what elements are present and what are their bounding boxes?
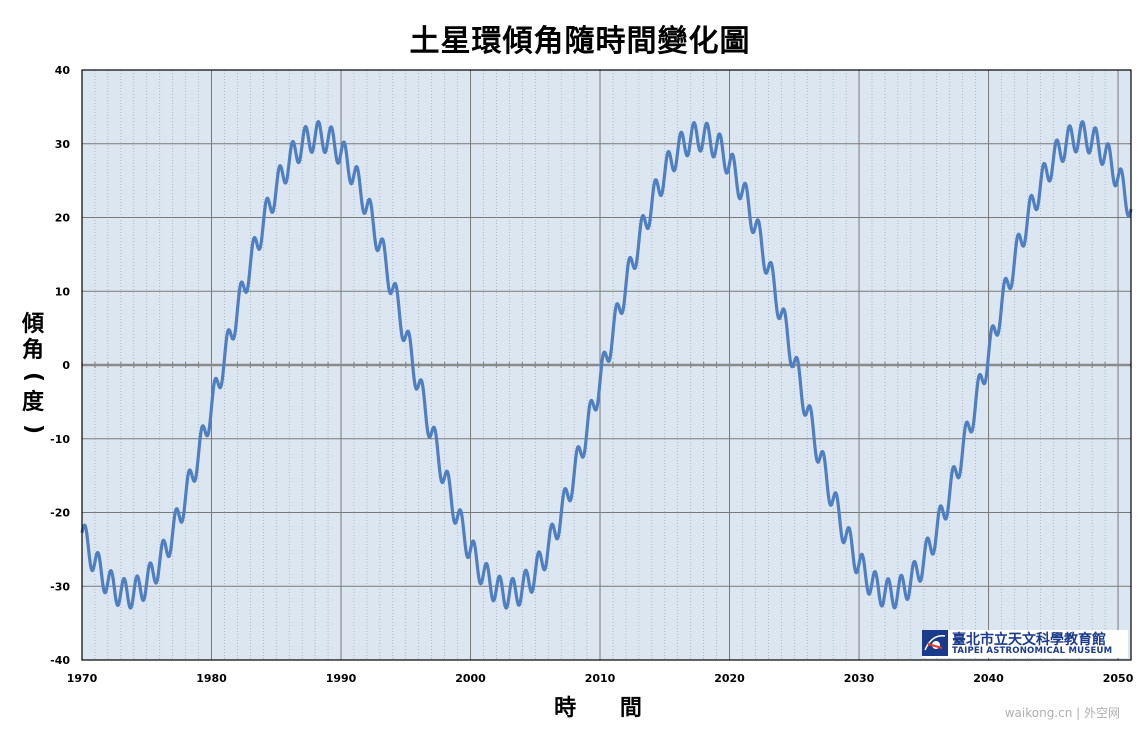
museum-emblem-icon <box>922 630 948 656</box>
y-tick-label: 10 <box>55 285 71 298</box>
x-tick-label: 2000 <box>455 672 486 685</box>
y-axis-label-char: 傾 <box>21 312 44 337</box>
y-tick-label: 30 <box>55 138 71 151</box>
x-tick-label: 1980 <box>196 672 227 685</box>
y-axis-label: 傾角(度) <box>18 312 48 442</box>
y-tick-label: -30 <box>50 580 70 593</box>
x-tick-label: 2050 <box>1103 672 1134 685</box>
y-axis-label-char: 角 <box>21 338 44 363</box>
y-tick-label: 40 <box>55 64 71 77</box>
x-tick-label: 2010 <box>585 672 616 685</box>
watermark: waikong.cn | 外空网 <box>1004 706 1120 720</box>
plot-border <box>81 69 1132 661</box>
x-tick-label: 1970 <box>67 672 98 685</box>
logo-name-zh: 臺北市立天文科學教育館 <box>952 632 1106 648</box>
series-line <box>80 120 1133 610</box>
y-tick-label: 20 <box>55 212 71 225</box>
x-tick-label: 2030 <box>844 672 875 685</box>
y-tick-label: -10 <box>50 433 70 446</box>
logo-name-en: TAIPEI ASTRONOMICAL MUSEUM <box>952 646 1113 656</box>
y-tick-label: -40 <box>50 654 70 667</box>
x-tick-label: 2020 <box>714 672 745 685</box>
y-axis-label-char: 度 <box>21 390 44 415</box>
x-axis-label: 時 間 <box>554 696 660 721</box>
x-tick-label: 1990 <box>326 672 357 685</box>
chart-title: 土星環傾角隨時間變化圖 <box>409 24 751 59</box>
y-tick-label: -20 <box>50 507 70 520</box>
y-tick-label: 0 <box>62 359 70 372</box>
museum-logo: 臺北市立天文科學教育館 TAIPEI ASTRONOMICAL MUSEUM <box>922 630 1128 658</box>
x-tick-label: 2040 <box>973 672 1004 685</box>
